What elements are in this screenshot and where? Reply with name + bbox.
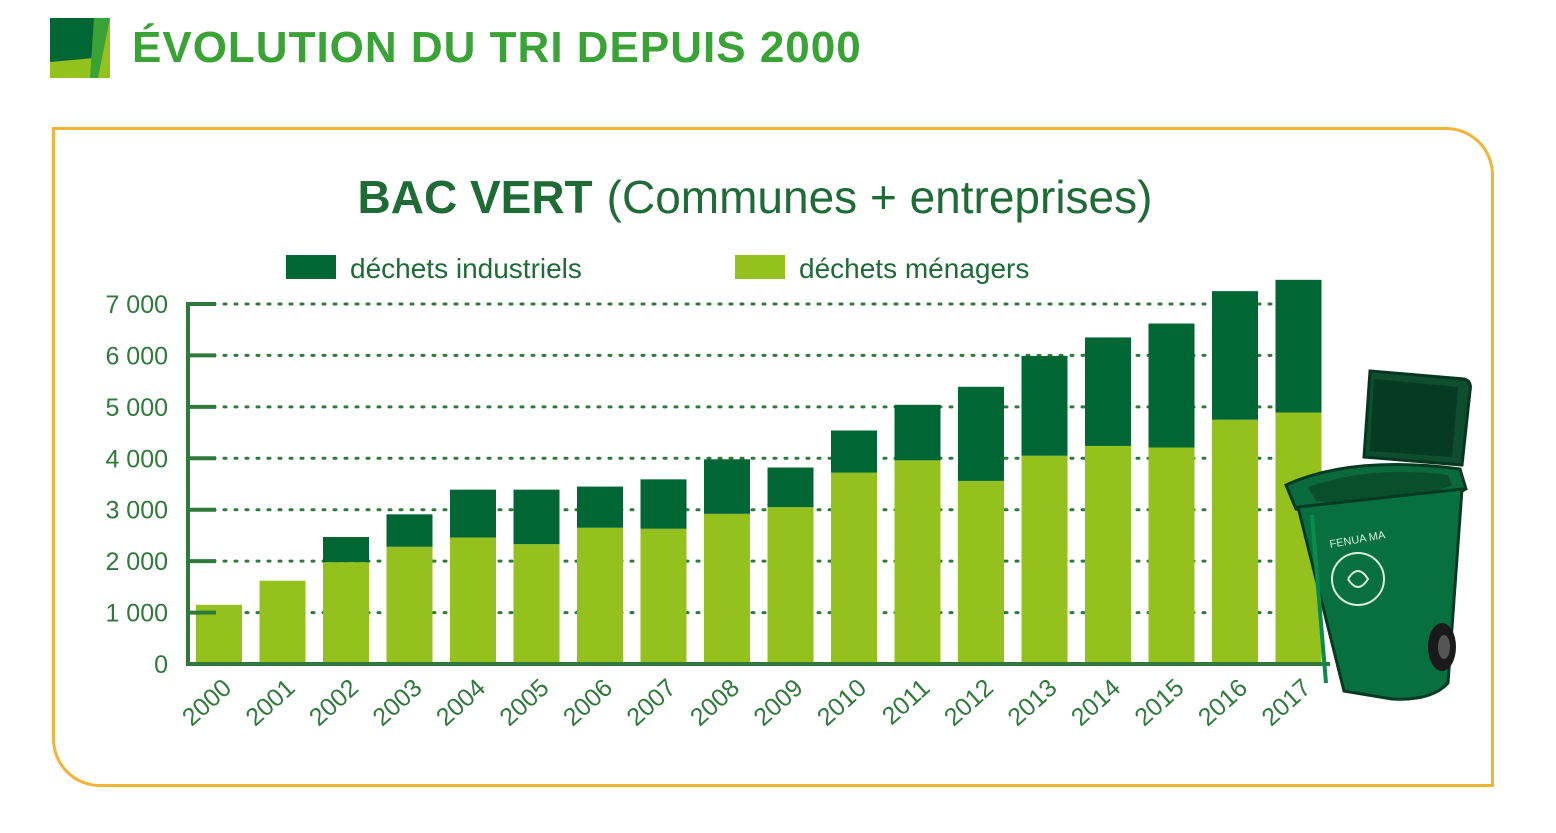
x-tick-label: 2012 bbox=[939, 674, 999, 732]
y-tick-label: 0 bbox=[154, 651, 168, 679]
x-tick-label: 2003 bbox=[367, 674, 427, 732]
bar-menagers-2001 bbox=[259, 580, 306, 664]
bar-menagers-2016 bbox=[1212, 419, 1258, 664]
bar-industriels-2010 bbox=[831, 430, 877, 473]
bar-industriels-2015 bbox=[1148, 323, 1195, 448]
x-axis-ticks: 2000 2001 2002 2003 2004 2005 2006 2007 2008 2009… bbox=[177, 674, 1317, 732]
bar-menagers-2014 bbox=[1085, 445, 1131, 664]
green-bin-icon: FENUA MA bbox=[1284, 369, 1472, 701]
chart-frame bbox=[52, 127, 1494, 787]
x-tick-label: 2016 bbox=[1193, 674, 1253, 732]
page-header: ÉVOLUTION DU TRI DEPUIS 2000 bbox=[50, 18, 862, 78]
bar-industriels-2007 bbox=[640, 479, 687, 529]
bar-industriels-2017 bbox=[1275, 279, 1322, 413]
legend: déchets industriels déchets ménagers bbox=[286, 253, 1029, 284]
bar-menagers-2004 bbox=[450, 537, 496, 664]
axes bbox=[186, 302, 1330, 666]
y-tick-label: 5 000 bbox=[105, 394, 168, 422]
x-tick-label: 2008 bbox=[685, 674, 745, 732]
y-tick-label: 1 000 bbox=[105, 600, 168, 628]
bar-industriels-2016 bbox=[1212, 291, 1258, 420]
x-tick-label: 2007 bbox=[621, 674, 681, 732]
x-tick-label: 2004 bbox=[431, 674, 491, 732]
bar-menagers-2003 bbox=[386, 546, 433, 664]
y-tick-label: 7 000 bbox=[105, 291, 168, 319]
bar-industriels-2008 bbox=[704, 459, 750, 514]
bars bbox=[196, 279, 1322, 664]
bar-menagers-2011 bbox=[894, 460, 941, 664]
y-tick-label: 4 000 bbox=[105, 445, 168, 473]
bar-menagers-2002 bbox=[323, 562, 369, 664]
x-tick-label: 2015 bbox=[1129, 674, 1189, 732]
bar-industriels-2002 bbox=[323, 536, 369, 563]
chart-title: BAC VERT (Communes + entreprises) bbox=[358, 171, 1153, 223]
bar-industriels-2014 bbox=[1085, 337, 1131, 446]
x-tick-label: 2010 bbox=[812, 674, 872, 732]
bar-menagers-2012 bbox=[958, 480, 1004, 664]
page-title: ÉVOLUTION DU TRI DEPUIS 2000 bbox=[132, 23, 862, 72]
chart-subtitle: (Communes + entreprises) bbox=[607, 171, 1153, 223]
logo-icon bbox=[50, 18, 110, 78]
legend-label: déchets industriels bbox=[350, 253, 582, 284]
x-tick-label: 2001 bbox=[240, 674, 300, 732]
legend-label: déchets ménagers bbox=[799, 253, 1029, 284]
legend-swatch bbox=[735, 255, 785, 279]
bar-industriels-2009 bbox=[767, 467, 814, 508]
bar-menagers-2010 bbox=[831, 472, 877, 664]
bar-industriels-2006 bbox=[577, 486, 623, 528]
chart-title-main: BAC VERT bbox=[358, 171, 593, 223]
x-tick-label: 2017 bbox=[1256, 674, 1316, 732]
bar-menagers-2005 bbox=[513, 544, 560, 664]
x-tick-label: 2005 bbox=[494, 674, 554, 732]
legend-swatch bbox=[286, 255, 336, 279]
bar-industriels-2011 bbox=[894, 404, 941, 461]
bar-industriels-2003 bbox=[386, 514, 433, 547]
bar-industriels-2012 bbox=[958, 386, 1004, 481]
bar-menagers-2009 bbox=[767, 507, 814, 664]
x-tick-label: 2014 bbox=[1066, 674, 1126, 732]
bar-menagers-2015 bbox=[1148, 447, 1195, 664]
bar-industriels-2013 bbox=[1021, 355, 1068, 456]
bar-industriels-2005 bbox=[513, 489, 560, 545]
x-tick-label: 2011 bbox=[877, 674, 936, 731]
x-tick-label: 2002 bbox=[304, 674, 364, 732]
y-axis-ticks: 0 1 000 2 000 3 000 4 000 5 000 6 000 7 000 bbox=[105, 291, 216, 679]
y-tick-label: 6 000 bbox=[105, 342, 168, 370]
y-tick-label: 2 000 bbox=[105, 548, 168, 576]
bar-menagers-2007 bbox=[640, 528, 687, 664]
bar-menagers-2013 bbox=[1021, 455, 1068, 664]
bar-industriels-2004 bbox=[450, 489, 496, 538]
x-tick-label: 2006 bbox=[558, 674, 618, 732]
bar-menagers-2006 bbox=[577, 527, 623, 664]
bar-menagers-2008 bbox=[704, 513, 750, 664]
x-tick-label: 2013 bbox=[1002, 674, 1062, 732]
x-tick-label: 2000 bbox=[177, 674, 237, 732]
x-tick-label: 2009 bbox=[748, 674, 808, 732]
y-tick-label: 3 000 bbox=[105, 497, 168, 525]
bar-menagers-2000 bbox=[196, 604, 242, 664]
